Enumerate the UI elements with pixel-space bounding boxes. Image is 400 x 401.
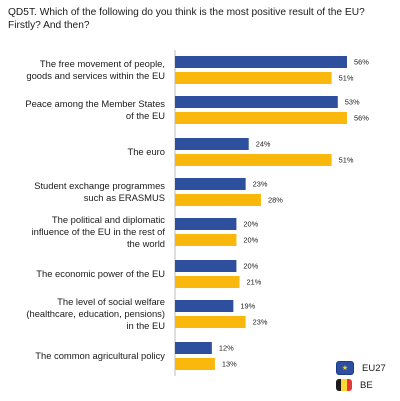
value-label-eu27: 24% [256, 140, 271, 149]
bar-eu27 [175, 342, 212, 354]
legend-label-be: BE [360, 379, 373, 391]
value-label-be: 13% [222, 360, 237, 369]
bar-eu27 [175, 56, 347, 68]
category-label-line: the world [127, 238, 165, 249]
category-label-line: of the EU [126, 110, 165, 121]
category-label: Student exchange programmes such as ERASM… [34, 180, 165, 203]
value-label-be: 21% [247, 278, 262, 287]
category-label-line: The free movement of people, [40, 58, 165, 69]
value-label-eu27: 19% [240, 302, 255, 311]
chart-question: QD5T. Which of the following do you thin… [8, 7, 365, 31]
category-label: Peace among the Member States of the EU [25, 98, 165, 121]
category-label: The common agricultural policy [35, 350, 165, 361]
value-label-eu27: 53% [345, 98, 360, 107]
bar-be [175, 112, 347, 124]
bar-be [175, 154, 332, 166]
bar-eu27 [175, 260, 237, 272]
belgium-flag-icon [336, 379, 352, 391]
bar-eu27 [175, 96, 338, 108]
legend-item-be: BE [336, 379, 373, 391]
value-label-be: 20% [243, 236, 258, 245]
value-label-eu27: 23% [253, 180, 268, 189]
eu-flag-icon: ★ [336, 361, 354, 375]
category-label: The euro [127, 146, 165, 157]
category-label-line: (healthcare, education, pensions) [26, 308, 165, 319]
value-label-eu27: 20% [243, 220, 258, 229]
bar-eu27 [175, 300, 234, 312]
legend-item-eu27: ★ EU27 [336, 361, 386, 375]
category-label-line: The level of social welfare [57, 296, 165, 307]
category-label-line: in the EU [126, 320, 165, 331]
bar-eu27 [175, 138, 249, 150]
bar-be [175, 194, 261, 206]
value-label-eu27: 56% [354, 58, 369, 67]
category-label: The free movement of people, goods and se… [26, 58, 165, 81]
bar-be [175, 358, 215, 370]
value-label-be: 23% [253, 318, 268, 327]
value-label-be: 56% [354, 114, 369, 123]
bar-be [175, 234, 237, 246]
category-label: The economic power of the EU [36, 268, 165, 279]
bar-be [175, 276, 240, 288]
value-label-be: 28% [268, 196, 283, 205]
value-label-eu27: 20% [243, 262, 258, 271]
category-label: The political and diplomatic influence of… [32, 214, 166, 249]
category-label-line: influence of the EU in the rest of [32, 226, 166, 237]
category-label-line: The political and diplomatic [52, 214, 165, 225]
category-label-line: Student exchange programmes [34, 180, 165, 191]
bar-eu27 [175, 178, 246, 190]
category-label-line: The common agricultural policy [35, 350, 165, 361]
category-label-line: such as ERASMUS [84, 192, 165, 203]
category-label: The level of social welfare (healthcare, … [26, 296, 165, 331]
value-label-be: 51% [339, 156, 354, 165]
category-label-line: The economic power of the EU [36, 268, 165, 279]
value-label-eu27: 12% [219, 344, 234, 353]
bar-eu27 [175, 218, 237, 230]
category-label-line: Peace among the Member States [25, 98, 165, 109]
bar-be [175, 72, 332, 84]
category-label-line: The euro [127, 146, 165, 157]
legend-label-eu27: EU27 [362, 362, 386, 374]
category-label-line: goods and services within the EU [26, 70, 165, 81]
bar-be [175, 316, 246, 328]
value-label-be: 51% [339, 74, 354, 83]
